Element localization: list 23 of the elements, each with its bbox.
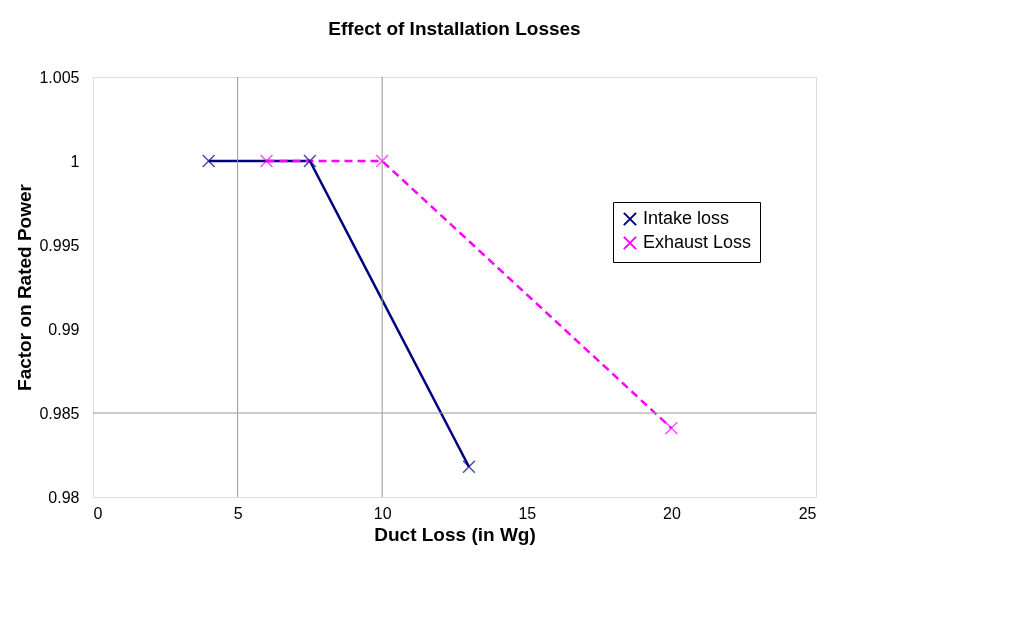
x-tick-label: 10 <box>373 504 392 522</box>
y-axis-title: Factor on Rated Power <box>14 183 36 391</box>
point <box>303 154 317 168</box>
y-tick-label: 1 <box>70 152 80 170</box>
point <box>664 421 679 435</box>
x-tick-label: 25 <box>798 504 817 522</box>
legend-label: Intake loss <box>643 208 730 228</box>
x-tick-label: 5 <box>233 504 243 522</box>
point <box>375 154 389 168</box>
x-tick-label: 0 <box>93 504 103 522</box>
x-axis-title: Duct Loss (in Wg) <box>374 523 536 545</box>
point <box>259 154 274 168</box>
y-tick-label: 1.005 <box>39 68 80 86</box>
y-tick-label: 0.985 <box>39 404 80 422</box>
point <box>202 154 216 168</box>
x-tick-label: 20 <box>663 504 681 522</box>
x-tick-label: 15 <box>518 504 537 522</box>
legend-label: Exhaust Loss <box>643 232 752 252</box>
y-tick-label: 0.995 <box>39 236 80 254</box>
point <box>462 460 476 474</box>
chart-title: Effect of Installation Losses <box>328 18 581 39</box>
y-tick-label: 0.99 <box>48 320 80 338</box>
y-tick-label: 0.98 <box>48 488 80 506</box>
